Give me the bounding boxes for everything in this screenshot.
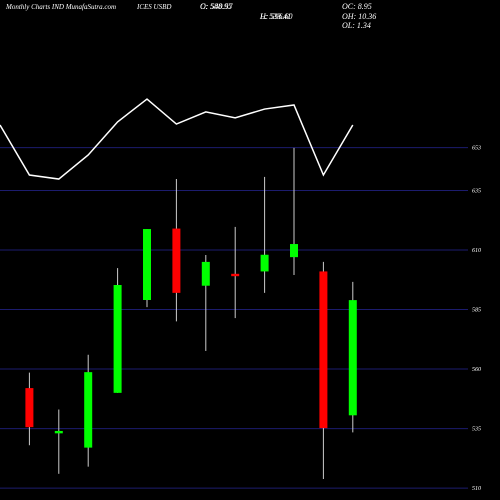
candle-body: [143, 229, 151, 300]
y-tick-label: 585: [472, 308, 481, 314]
candle-body: [54, 430, 63, 434]
candle-body: [319, 271, 328, 429]
stat: O: 540.57: [200, 2, 233, 11]
stat: OH: 10.36: [342, 12, 376, 21]
stat: C: 588.95: [200, 2, 232, 11]
y-tick-label: 510: [472, 486, 481, 492]
stat: OL: 1.34: [342, 21, 371, 30]
y-tick-label: 635: [472, 188, 481, 194]
candle-body: [84, 372, 93, 448]
candle-body: [201, 261, 210, 286]
chart-title: Monthly Charts IND MunafaSutra.com: [5, 3, 116, 11]
indicator-line: [0, 98, 354, 180]
candle-body: [172, 228, 181, 293]
y-tick-label: 653: [472, 146, 481, 152]
stat: L: 533.41: [259, 12, 291, 21]
stat: H: 596.60: [259, 12, 292, 21]
stat: OC: 8.95: [342, 2, 372, 11]
candle-body: [348, 300, 357, 416]
y-tick-label: 535: [472, 427, 481, 433]
y-tick-label: 560: [472, 367, 481, 373]
candle-body: [260, 254, 269, 272]
candle-body: [290, 244, 298, 258]
candle-body: [231, 273, 240, 277]
symbol: ICES USBD: [136, 3, 171, 11]
y-tick-label: 610: [472, 248, 481, 254]
candle-body: [25, 388, 34, 428]
candle-body: [113, 285, 122, 393]
